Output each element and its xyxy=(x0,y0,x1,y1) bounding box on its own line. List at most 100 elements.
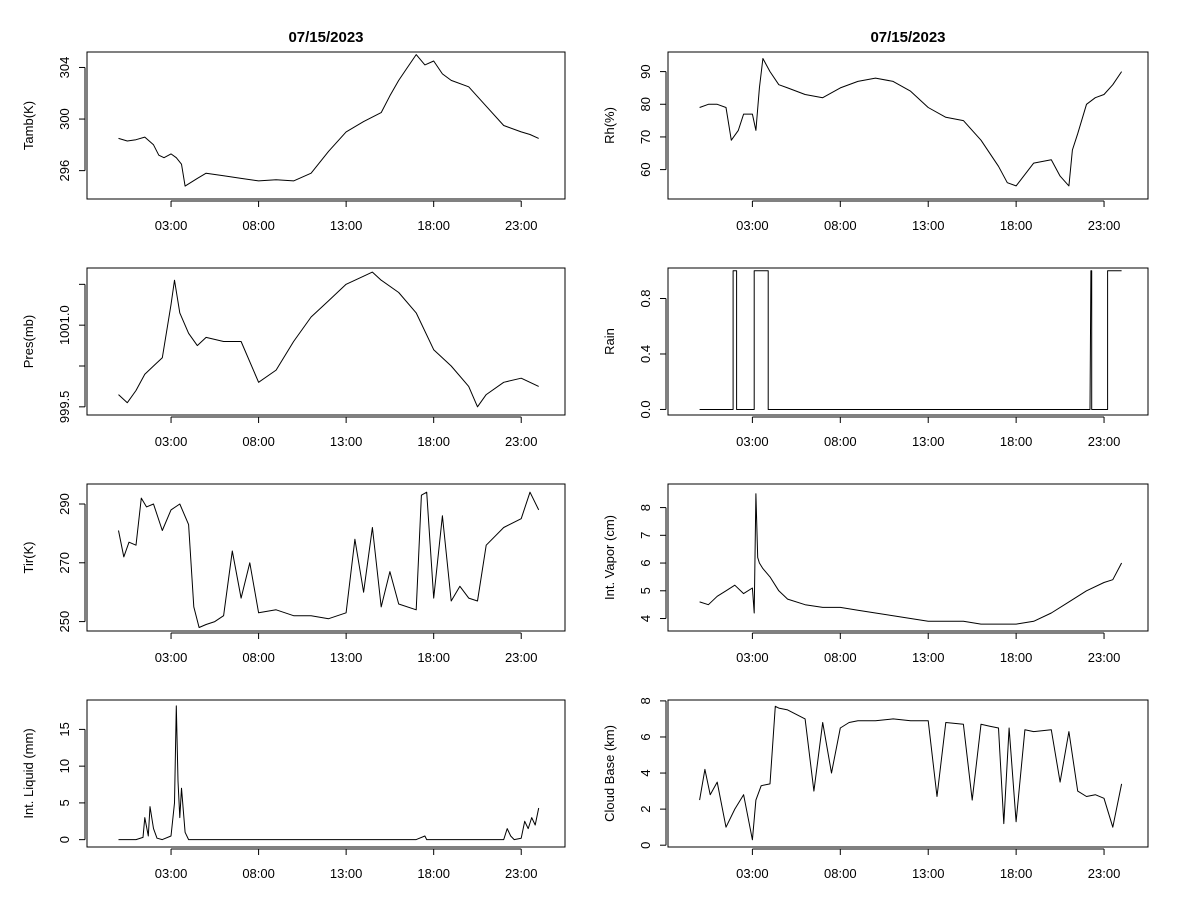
plot-frame xyxy=(86,267,566,416)
x-tick-label: 18:00 xyxy=(417,866,450,881)
y-tick-label: 60 xyxy=(638,162,653,176)
x-tick-label: 08:00 xyxy=(824,218,857,233)
y-tick-label: 5 xyxy=(638,587,653,594)
panel-tir-k: 03:00 08:00 13:00 18:00 23:00 250 270 290 Tir(K) xyxy=(21,483,566,665)
panel-cloud-base-km: 03:00 08:00 13:00 18:00 23:00 0 2 4 6 8 Cloud Base… xyxy=(602,697,1149,881)
x-tick-label: 13:00 xyxy=(330,650,363,665)
y-tick-label: 8 xyxy=(638,697,653,704)
y-tick-label: 250 xyxy=(57,611,72,633)
y-tick-label: 270 xyxy=(57,552,72,574)
x-tick-label: 13:00 xyxy=(330,866,363,881)
y-tick-label: 5 xyxy=(57,799,72,806)
plot-frame xyxy=(86,51,566,200)
plot-frame xyxy=(667,267,1149,416)
x-tick-label: 23:00 xyxy=(1088,650,1121,665)
x-tick-label: 23:00 xyxy=(1088,866,1121,881)
x-tick-label: 13:00 xyxy=(912,650,945,665)
x-tick-label: 08:00 xyxy=(824,434,857,449)
y-tick-label: 1001.0 xyxy=(57,305,72,345)
plot-frame xyxy=(86,699,566,848)
y-tick-label: 290 xyxy=(57,493,72,515)
x-tick-label: 03:00 xyxy=(155,866,188,881)
y-tick-label: 2 xyxy=(638,806,653,813)
x-tick-label: 18:00 xyxy=(417,650,450,665)
y-tick-label: 90 xyxy=(638,64,653,78)
panel-rain: 03:00 08:00 13:00 18:00 23:00 0.0 0.4 0.8 Rain xyxy=(602,267,1149,449)
series-line-int-liquid-mm xyxy=(118,705,540,841)
y-tick-label: 304 xyxy=(57,57,72,79)
series-line-cloud-base-km xyxy=(699,705,1123,841)
y-tick-label: 10 xyxy=(57,759,72,773)
x-tick-label: 23:00 xyxy=(505,866,538,881)
panel-pres-mb: 03:00 08:00 13:00 18:00 23:00 999.5 1001.0 Pres… xyxy=(21,267,566,449)
chart-title: 07/15/2023 xyxy=(870,29,945,46)
x-tick-label: 03:00 xyxy=(155,434,188,449)
series-line-tamb-k xyxy=(118,54,539,187)
y-axis-label: Tamb(K) xyxy=(21,101,36,150)
x-tick-label: 18:00 xyxy=(1000,866,1033,881)
y-tick-label: 4 xyxy=(638,769,653,776)
series-line-tir-k xyxy=(118,491,540,628)
x-tick-label: 13:00 xyxy=(912,434,945,449)
y-tick-label: 300 xyxy=(57,108,72,130)
y-axis-label: Rain xyxy=(602,328,617,355)
series-line-rh xyxy=(699,58,1123,187)
x-tick-label: 03:00 xyxy=(155,650,188,665)
x-tick-label: 23:00 xyxy=(505,434,538,449)
plot-frame xyxy=(86,483,566,632)
x-tick-label: 03:00 xyxy=(736,218,769,233)
series-line-pres-mb xyxy=(118,271,539,408)
y-tick-label: 8 xyxy=(638,504,653,511)
y-tick-label: 6 xyxy=(638,733,653,740)
x-tick-label: 08:00 xyxy=(824,866,857,881)
x-tick-label: 08:00 xyxy=(242,650,275,665)
x-tick-label: 13:00 xyxy=(330,218,363,233)
panel-int-vapor-cm: 03:00 08:00 13:00 18:00 23:00 4 5 6 7 8 Int. Vapor… xyxy=(602,483,1149,665)
chart-title: 07/15/2023 xyxy=(288,29,363,46)
y-tick-label: 999.5 xyxy=(57,391,72,424)
plot-frame xyxy=(667,699,1149,848)
y-tick-label: 0 xyxy=(638,842,653,849)
x-tick-label: 08:00 xyxy=(242,218,275,233)
x-tick-label: 13:00 xyxy=(330,434,363,449)
x-tick-label: 08:00 xyxy=(824,650,857,665)
series-line-int-vapor-cm xyxy=(699,493,1123,625)
x-tick-label: 18:00 xyxy=(1000,650,1033,665)
panel-tamb-k: 07/15/2023 03:00 08:00 13:00 18:00 23:00 296 30… xyxy=(21,29,566,233)
panel-rh: 07/15/2023 03:00 08:00 13:00 18:00 23:00 60 70 8… xyxy=(602,29,1149,233)
x-tick-label: 18:00 xyxy=(417,434,450,449)
x-tick-label: 23:00 xyxy=(1088,218,1121,233)
y-tick-label: 0.4 xyxy=(638,345,653,363)
y-tick-label: 15 xyxy=(57,722,72,736)
y-tick-label: 296 xyxy=(57,160,72,182)
x-tick-label: 03:00 xyxy=(736,866,769,881)
x-tick-label: 13:00 xyxy=(912,218,945,233)
x-tick-label: 18:00 xyxy=(417,218,450,233)
y-axis-label: Pres(mb) xyxy=(21,315,36,368)
y-tick-label: 0.8 xyxy=(638,289,653,307)
y-tick-label: 0.0 xyxy=(638,400,653,418)
y-axis-label: Int. Liquid (mm) xyxy=(21,728,36,818)
x-tick-label: 08:00 xyxy=(242,866,275,881)
plot-frame xyxy=(667,483,1149,632)
x-tick-label: 18:00 xyxy=(1000,434,1033,449)
series-line-rain xyxy=(699,270,1122,410)
x-tick-label: 03:00 xyxy=(736,650,769,665)
y-tick-label: 70 xyxy=(638,130,653,144)
y-axis-label: Rh(%) xyxy=(602,107,617,144)
y-tick-label: 80 xyxy=(638,97,653,111)
y-tick-label: 0 xyxy=(57,836,72,843)
x-tick-label: 23:00 xyxy=(505,650,538,665)
y-axis-label: Cloud Base (km) xyxy=(602,725,617,822)
y-axis-label: Tir(K) xyxy=(21,541,36,573)
y-tick-label: 7 xyxy=(638,532,653,539)
y-tick-label: 4 xyxy=(638,615,653,622)
x-tick-label: 23:00 xyxy=(1088,434,1121,449)
x-tick-label: 08:00 xyxy=(242,434,275,449)
x-tick-label: 23:00 xyxy=(505,218,538,233)
x-tick-label: 03:00 xyxy=(155,218,188,233)
x-tick-label: 03:00 xyxy=(736,434,769,449)
x-tick-label: 13:00 xyxy=(912,866,945,881)
y-tick-label: 6 xyxy=(638,559,653,566)
